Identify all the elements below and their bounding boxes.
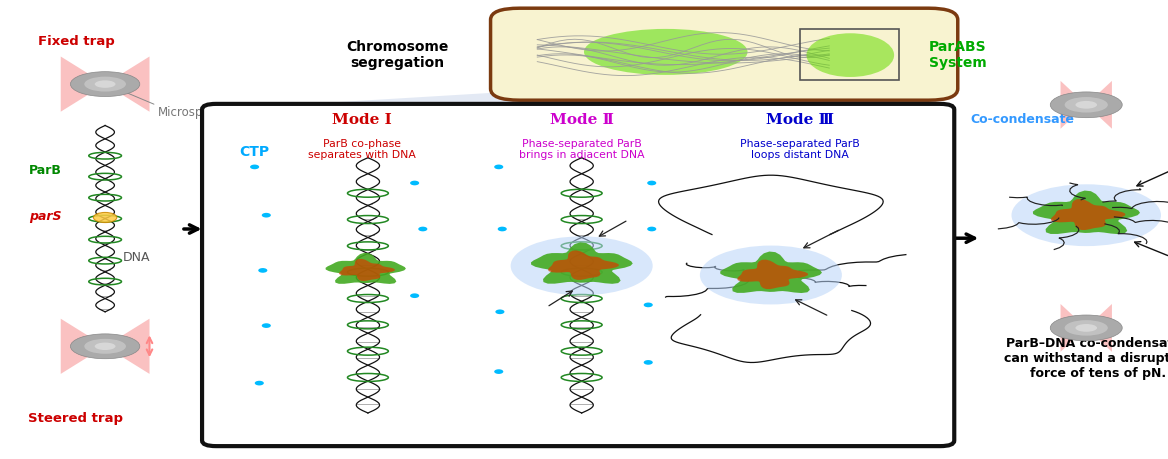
FancyBboxPatch shape (202, 105, 954, 446)
Ellipse shape (410, 181, 419, 186)
Ellipse shape (700, 246, 842, 305)
Text: Microsphere: Microsphere (158, 106, 230, 119)
Ellipse shape (258, 269, 267, 273)
Ellipse shape (95, 81, 116, 89)
Polygon shape (105, 319, 150, 374)
Polygon shape (531, 243, 633, 284)
Polygon shape (1061, 82, 1086, 129)
Ellipse shape (644, 360, 653, 365)
Polygon shape (1086, 82, 1112, 129)
Ellipse shape (84, 339, 126, 354)
Ellipse shape (1065, 98, 1107, 113)
Text: ParB co-phase
separates with DNA: ParB co-phase separates with DNA (308, 139, 416, 160)
Text: Mode Ⅰ: Mode Ⅰ (332, 112, 392, 126)
Ellipse shape (1050, 315, 1122, 341)
Ellipse shape (494, 165, 503, 170)
Polygon shape (1061, 304, 1086, 352)
Ellipse shape (1076, 325, 1097, 332)
Polygon shape (548, 251, 619, 280)
Ellipse shape (1065, 320, 1107, 336)
Polygon shape (61, 319, 105, 374)
Polygon shape (216, 90, 940, 110)
Text: Chromosome
segregation: Chromosome segregation (346, 40, 449, 70)
Ellipse shape (255, 381, 264, 386)
Text: Phase-separated ParB
loops distant DNA: Phase-separated ParB loops distant DNA (741, 139, 860, 160)
Text: Mode Ⅱ: Mode Ⅱ (550, 112, 613, 126)
Ellipse shape (410, 294, 419, 298)
Polygon shape (1033, 191, 1140, 235)
Ellipse shape (250, 165, 259, 170)
Ellipse shape (494, 369, 503, 374)
Polygon shape (1051, 200, 1125, 230)
Text: ParABS
System: ParABS System (929, 40, 987, 70)
Ellipse shape (584, 30, 748, 76)
Ellipse shape (806, 34, 894, 78)
Ellipse shape (70, 73, 140, 97)
Ellipse shape (498, 227, 507, 232)
Ellipse shape (647, 181, 656, 186)
Text: ParB: ParB (29, 163, 62, 176)
Polygon shape (737, 260, 808, 290)
Text: Fixed trap: Fixed trap (37, 35, 114, 48)
Polygon shape (61, 57, 105, 112)
Bar (800, 30, 899, 80)
Ellipse shape (95, 343, 116, 350)
Text: Phase-separated ParB
brings in adjacent DNA: Phase-separated ParB brings in adjacent … (519, 139, 645, 160)
Text: ParB–DNA co-condensates
can withstand a disruptive
force of tens of pN.: ParB–DNA co-condensates can withstand a … (1004, 336, 1168, 380)
Text: Co-condensate: Co-condensate (969, 113, 1075, 126)
Ellipse shape (84, 78, 126, 92)
Ellipse shape (1050, 93, 1122, 118)
Ellipse shape (647, 227, 656, 232)
Polygon shape (326, 253, 406, 284)
Text: Mode Ⅲ: Mode Ⅲ (766, 112, 834, 126)
Ellipse shape (510, 237, 653, 296)
Text: parS: parS (29, 209, 62, 222)
Ellipse shape (93, 213, 117, 223)
Text: Steered trap: Steered trap (28, 411, 124, 424)
Polygon shape (105, 57, 150, 112)
Ellipse shape (262, 324, 271, 328)
Text: DNA: DNA (123, 251, 151, 263)
Text: CTP: CTP (239, 145, 270, 158)
Ellipse shape (1076, 102, 1097, 109)
Polygon shape (721, 252, 822, 293)
Polygon shape (339, 259, 395, 281)
Ellipse shape (644, 303, 653, 308)
Ellipse shape (1011, 185, 1161, 246)
FancyBboxPatch shape (491, 9, 958, 101)
Ellipse shape (70, 334, 140, 359)
Polygon shape (1086, 304, 1112, 352)
Ellipse shape (418, 227, 427, 232)
Ellipse shape (262, 213, 271, 218)
Ellipse shape (495, 310, 505, 314)
